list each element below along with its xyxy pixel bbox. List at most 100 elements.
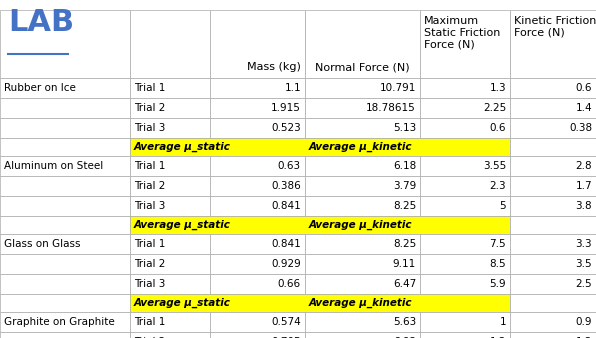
Bar	[420, 274, 510, 294]
Text: 10.791: 10.791	[380, 83, 416, 93]
Text: 1.915: 1.915	[271, 103, 301, 113]
Bar	[305, 274, 420, 294]
Bar	[210, 332, 305, 338]
Text: 0.38: 0.38	[569, 123, 592, 133]
Text: 0.6: 0.6	[576, 83, 592, 93]
Bar	[0, 332, 130, 338]
Text: 0.841: 0.841	[271, 239, 301, 249]
Bar	[210, 254, 305, 274]
Text: 0.705: 0.705	[271, 337, 301, 338]
Text: 1.3: 1.3	[489, 83, 506, 93]
Text: 1.4: 1.4	[575, 103, 592, 113]
Text: 9.11: 9.11	[393, 259, 416, 269]
Text: 8.25: 8.25	[393, 201, 416, 211]
Text: 1: 1	[499, 317, 506, 327]
Bar	[510, 156, 596, 176]
Text: 5.13: 5.13	[393, 123, 416, 133]
Bar	[130, 254, 210, 274]
Bar	[130, 10, 210, 78]
Bar	[420, 254, 510, 274]
Bar	[305, 254, 420, 274]
Text: Average μ_static: Average μ_static	[134, 220, 231, 230]
Text: 6.92: 6.92	[393, 337, 416, 338]
Bar	[420, 332, 510, 338]
Bar	[420, 78, 510, 98]
Bar	[210, 312, 305, 332]
Text: Trial 1: Trial 1	[134, 317, 165, 327]
Text: Trial 1: Trial 1	[134, 239, 165, 249]
Bar	[510, 254, 596, 274]
Bar	[510, 118, 596, 138]
Bar	[210, 118, 305, 138]
Bar	[0, 78, 130, 98]
Text: Trial 3: Trial 3	[134, 123, 165, 133]
Bar	[510, 176, 596, 196]
Bar	[130, 196, 210, 216]
Text: 1.1: 1.1	[284, 83, 301, 93]
Bar	[210, 234, 305, 254]
Text: 0.574: 0.574	[271, 317, 301, 327]
Text: 0.841: 0.841	[271, 201, 301, 211]
Text: Mass (kg): Mass (kg)	[247, 62, 301, 72]
Bar	[0, 216, 130, 234]
Bar	[130, 78, 210, 98]
Text: 1.7: 1.7	[575, 181, 592, 191]
Bar	[510, 274, 596, 294]
Bar	[0, 234, 130, 254]
Bar	[130, 234, 210, 254]
Text: 3.55: 3.55	[483, 161, 506, 171]
Bar	[130, 156, 210, 176]
Bar	[510, 216, 596, 234]
Bar	[305, 196, 420, 216]
Text: Average μ_static: Average μ_static	[134, 142, 231, 152]
Bar	[305, 176, 420, 196]
Bar	[210, 196, 305, 216]
Text: 6.18: 6.18	[393, 161, 416, 171]
Text: LAB: LAB	[8, 8, 74, 37]
Bar	[420, 176, 510, 196]
Text: Glass on Glass: Glass on Glass	[4, 239, 80, 249]
Text: Aluminum on Steel: Aluminum on Steel	[4, 161, 103, 171]
Text: Trial 2: Trial 2	[134, 337, 165, 338]
Text: Average μ_kinetic: Average μ_kinetic	[309, 220, 412, 230]
Bar	[210, 98, 305, 118]
Text: Average μ_static: Average μ_static	[134, 298, 231, 308]
Text: Kinetic Friction
Force (N): Kinetic Friction Force (N)	[514, 16, 596, 38]
Bar	[210, 176, 305, 196]
Text: 8.25: 8.25	[393, 239, 416, 249]
Bar	[0, 98, 130, 118]
Text: 3.8: 3.8	[575, 201, 592, 211]
Bar	[305, 98, 420, 118]
Bar	[510, 312, 596, 332]
Bar	[0, 254, 130, 274]
Bar	[130, 138, 510, 156]
Bar	[130, 332, 210, 338]
Bar	[130, 98, 210, 118]
Text: 0.523: 0.523	[271, 123, 301, 133]
Bar	[210, 156, 305, 176]
Bar	[130, 294, 510, 312]
Text: Trial 1: Trial 1	[134, 83, 165, 93]
Text: Trial 2: Trial 2	[134, 181, 165, 191]
Bar	[130, 176, 210, 196]
Bar	[510, 196, 596, 216]
Bar	[510, 98, 596, 118]
Bar	[305, 234, 420, 254]
Bar	[305, 78, 420, 98]
Text: 0.929: 0.929	[271, 259, 301, 269]
Text: Graphite on Graphite: Graphite on Graphite	[4, 317, 115, 327]
Text: 0.386: 0.386	[271, 181, 301, 191]
Bar	[420, 234, 510, 254]
Text: 5: 5	[499, 201, 506, 211]
Bar	[420, 312, 510, 332]
Text: 7.5: 7.5	[489, 239, 506, 249]
Text: Maximum
Static Friction
Force (N): Maximum Static Friction Force (N)	[424, 16, 501, 49]
Bar	[0, 294, 130, 312]
Text: 2.8: 2.8	[575, 161, 592, 171]
Text: 3.5: 3.5	[575, 259, 592, 269]
Bar	[510, 332, 596, 338]
Bar	[510, 294, 596, 312]
Bar	[0, 118, 130, 138]
Bar	[420, 10, 510, 78]
Text: 2.3: 2.3	[489, 181, 506, 191]
